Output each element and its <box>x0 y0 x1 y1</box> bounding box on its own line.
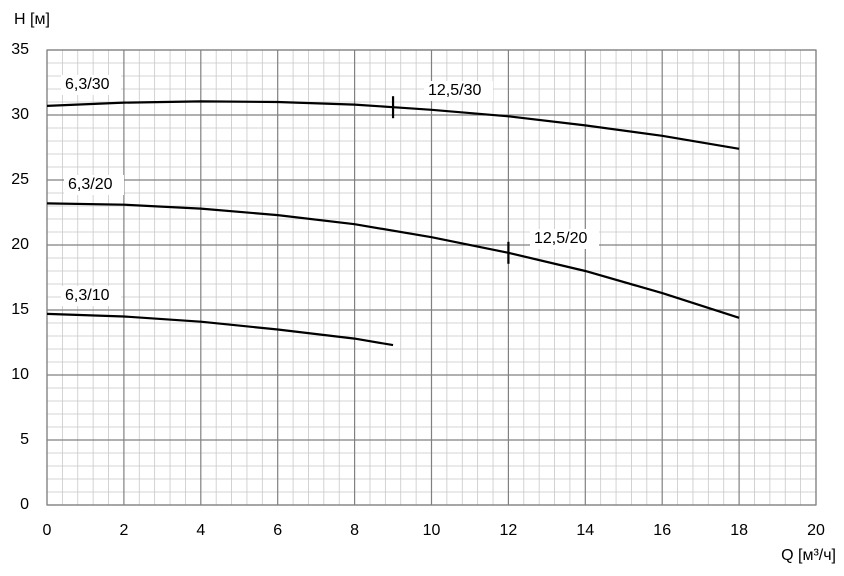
label-bg <box>61 75 121 95</box>
curve <box>46 100 394 109</box>
series-label: 6,3/20 <box>68 176 113 193</box>
y-tick-label: 25 <box>11 171 29 188</box>
y-axis-label: H [м] <box>14 11 50 28</box>
x-tick-label: 4 <box>196 522 205 539</box>
y-tick-label: 5 <box>20 431 29 448</box>
series-label: 6,3/10 <box>65 287 110 304</box>
x-tick-label: 8 <box>350 522 359 539</box>
label-bg <box>64 175 124 195</box>
y-tick-label: 30 <box>11 106 29 123</box>
y-tick-label: 20 <box>11 236 29 253</box>
y-tick-label: 15 <box>11 301 29 318</box>
curve <box>508 251 740 319</box>
label-bg <box>61 286 121 306</box>
label-bg <box>530 229 599 249</box>
x-tick-label: 12 <box>500 522 518 539</box>
x-axis-label: Q [м³/ч] <box>781 547 836 564</box>
x-tick-label: 0 <box>43 522 52 539</box>
series-label: 12,5/20 <box>534 230 587 247</box>
x-tick-label: 6 <box>273 522 282 539</box>
plot-border <box>46 49 817 506</box>
x-tick-label: 14 <box>576 522 594 539</box>
x-tick-label: 2 <box>119 522 128 539</box>
curve <box>46 202 509 254</box>
y-tick-label: 0 <box>20 496 29 513</box>
y-tick-label: 10 <box>11 366 29 383</box>
series-label: 6,3/30 <box>65 76 110 93</box>
y-tick-label: 35 <box>11 41 29 58</box>
x-tick-label: 16 <box>653 522 671 539</box>
curve <box>46 312 394 347</box>
x-tick-label: 18 <box>730 522 748 539</box>
label-bg <box>424 81 493 101</box>
curve <box>392 106 740 150</box>
x-tick-label: 20 <box>807 522 825 539</box>
series-label: 12,5/30 <box>428 82 481 99</box>
x-tick-label: 10 <box>423 522 441 539</box>
